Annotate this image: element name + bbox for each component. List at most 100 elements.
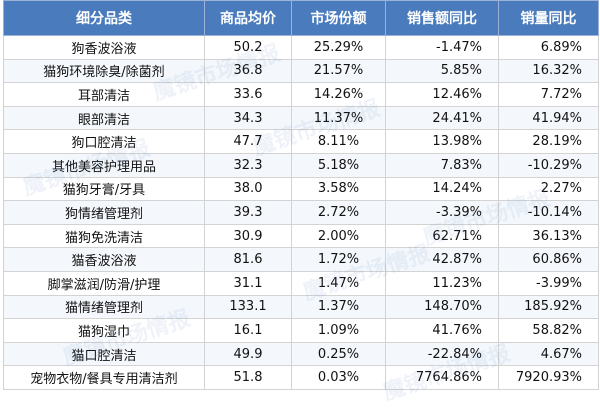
table-row: 狗口腔清洁 47.7 8.11% 13.98% 28.19%	[3, 129, 599, 154]
cell-sales-yoy: -3.39%	[385, 200, 499, 225]
cell-sales-yoy: 62.71%	[385, 223, 499, 249]
cell-volume-yoy: 7.72%	[498, 82, 599, 107]
cell-avg-price: 133.1	[204, 294, 292, 320]
cell-avg-price: 38.0	[204, 176, 292, 202]
cell-volume-yoy: 2.27%	[498, 176, 599, 202]
cell-category: 猫狗免洗清洁	[3, 223, 205, 249]
cell-category: 猫狗湿巾	[3, 318, 205, 343]
cell-avg-price: 51.8	[204, 365, 292, 390]
cell-avg-price: 47.7	[204, 129, 292, 154]
cell-category: 猫情绪管理剂	[3, 294, 205, 320]
cell-avg-price: 30.9	[204, 223, 292, 249]
cell-category: 狗口腔清洁	[3, 129, 205, 154]
cell-market-share: 1.47%	[291, 270, 386, 296]
header-market-share: 市场份额	[291, 0, 386, 36]
table-row: 其他美容护理用品 32.3 5.18% 7.83% -10.29%	[3, 152, 599, 178]
cell-volume-yoy: 36.13%	[498, 223, 599, 249]
cell-category: 其他美容护理用品	[3, 152, 205, 178]
cell-sales-yoy: 7764.86%	[385, 365, 499, 390]
cell-sales-yoy: -1.47%	[385, 35, 499, 60]
cell-avg-price: 50.2	[204, 35, 292, 60]
cell-market-share: 0.25%	[291, 341, 386, 367]
cell-sales-yoy: 12.46%	[385, 82, 499, 107]
cell-sales-yoy: 24.41%	[385, 105, 499, 131]
cell-sales-yoy: 14.24%	[385, 176, 499, 202]
cell-avg-price: 32.3	[204, 152, 292, 178]
header-row: 细分品类 商品均价 市场份额 销售额同比 销量同比	[3, 0, 599, 36]
cell-category: 宠物衣物/餐具专用清洁剂	[3, 365, 205, 390]
cell-sales-yoy: 148.70%	[385, 294, 499, 320]
cell-avg-price: 34.3	[204, 105, 292, 131]
cell-volume-yoy: 6.89%	[498, 35, 599, 60]
header-volume-yoy: 销量同比	[498, 0, 599, 36]
cell-market-share: 1.72%	[291, 247, 386, 272]
table-row: 猫口腔清洁 49.9 0.25% -22.84% 4.67%	[3, 341, 599, 367]
cell-category: 耳部清洁	[3, 82, 205, 107]
cell-volume-yoy: 4.67%	[498, 341, 599, 367]
cell-market-share: 11.37%	[291, 105, 386, 131]
header-category: 细分品类	[3, 0, 205, 36]
cell-market-share: 1.37%	[291, 294, 386, 320]
cell-category: 猫狗牙膏/牙具	[3, 176, 205, 202]
table-row: 猫狗牙膏/牙具 38.0 3.58% 14.24% 2.27%	[3, 176, 599, 202]
cell-category: 脚掌滋润/防滑/护理	[3, 270, 205, 296]
cell-market-share: 1.09%	[291, 318, 386, 343]
table-row: 猫狗免洗清洁 30.9 2.00% 62.71% 36.13%	[3, 223, 599, 249]
cell-sales-yoy: 42.87%	[385, 247, 499, 272]
cell-volume-yoy: -10.14%	[498, 200, 599, 225]
category-table: 细分品类 商品均价 市场份额 销售额同比 销量同比 狗香波浴液 50.2 25.29…	[3, 0, 599, 390]
table-row: 脚掌滋润/防滑/护理 31.1 1.47% 11.23% -3.99%	[3, 270, 599, 296]
cell-category: 狗香波浴液	[3, 35, 205, 60]
table-row: 猫香波浴液 81.6 1.72% 42.87% 60.86%	[3, 247, 599, 272]
table-row: 眼部清洁 34.3 11.37% 24.41% 41.94%	[3, 105, 599, 131]
cell-market-share: 5.18%	[291, 152, 386, 178]
cell-sales-yoy: 13.98%	[385, 129, 499, 154]
cell-sales-yoy: 11.23%	[385, 270, 499, 296]
cell-category: 猫狗环境除臭/除菌剂	[3, 58, 205, 84]
cell-sales-yoy: 5.85%	[385, 58, 499, 84]
cell-category: 猫香波浴液	[3, 247, 205, 272]
cell-market-share: 0.03%	[291, 365, 386, 390]
table-row: 宠物衣物/餐具专用清洁剂 51.8 0.03% 7764.86% 7920.93%	[3, 365, 599, 390]
cell-sales-yoy: 41.76%	[385, 318, 499, 343]
cell-avg-price: 49.9	[204, 341, 292, 367]
cell-market-share: 21.57%	[291, 58, 386, 84]
cell-volume-yoy: 58.82%	[498, 318, 599, 343]
header-avg-price: 商品均价	[204, 0, 292, 36]
table-row: 猫狗环境除臭/除菌剂 36.8 21.57% 5.85% 16.32%	[3, 58, 599, 84]
cell-market-share: 8.11%	[291, 129, 386, 154]
cell-volume-yoy: 41.94%	[498, 105, 599, 131]
table-row: 耳部清洁 33.6 14.26% 12.46% 7.72%	[3, 82, 599, 107]
cell-market-share: 25.29%	[291, 35, 386, 60]
cell-avg-price: 81.6	[204, 247, 292, 272]
table-row: 猫狗湿巾 16.1 1.09% 41.76% 58.82%	[3, 318, 599, 343]
cell-category: 猫口腔清洁	[3, 341, 205, 367]
cell-avg-price: 39.3	[204, 200, 292, 225]
table-body: 狗香波浴液 50.2 25.29% -1.47% 6.89% 猫狗环境除臭/除菌剂 36.8…	[3, 35, 599, 390]
cell-category: 眼部清洁	[3, 105, 205, 131]
cell-volume-yoy: -10.29%	[498, 152, 599, 178]
table-row: 狗情绪管理剂 39.3 2.72% -3.39% -10.14%	[3, 200, 599, 225]
cell-volume-yoy: 16.32%	[498, 58, 599, 84]
cell-volume-yoy: 7920.93%	[498, 365, 599, 390]
table-row: 猫情绪管理剂 133.1 1.37% 148.70% 185.92%	[3, 294, 599, 320]
cell-avg-price: 36.8	[204, 58, 292, 84]
table-row: 狗香波浴液 50.2 25.29% -1.47% 6.89%	[3, 35, 599, 60]
cell-market-share: 2.00%	[291, 223, 386, 249]
cell-market-share: 3.58%	[291, 176, 386, 202]
header-sales-yoy: 销售额同比	[385, 0, 499, 36]
cell-avg-price: 33.6	[204, 82, 292, 107]
cell-sales-yoy: -22.84%	[385, 341, 499, 367]
cell-volume-yoy: -3.99%	[498, 270, 599, 296]
table-header: 细分品类 商品均价 市场份额 销售额同比 销量同比	[3, 0, 599, 36]
cell-market-share: 2.72%	[291, 200, 386, 225]
cell-volume-yoy: 185.92%	[498, 294, 599, 320]
cell-avg-price: 16.1	[204, 318, 292, 343]
cell-category: 狗情绪管理剂	[3, 200, 205, 225]
cell-sales-yoy: 7.83%	[385, 152, 499, 178]
cell-volume-yoy: 28.19%	[498, 129, 599, 154]
cell-volume-yoy: 60.86%	[498, 247, 599, 272]
cell-avg-price: 31.1	[204, 270, 292, 296]
cell-market-share: 14.26%	[291, 82, 386, 107]
